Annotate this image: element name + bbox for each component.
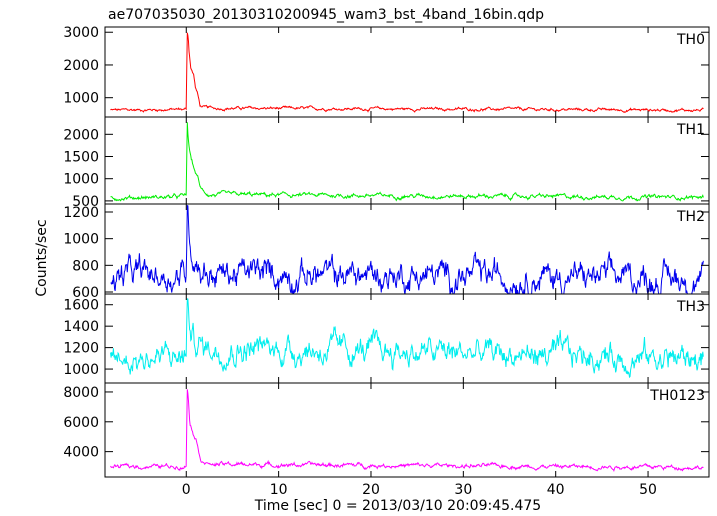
y-tick-label: 1000 (63, 232, 99, 248)
x-tick-label: 20 (362, 482, 380, 498)
y-tick-label: 600 (72, 285, 99, 301)
y-tick-label: 1000 (63, 91, 99, 107)
y-axis-label: Counts/sec (34, 219, 50, 296)
panel-label: TH2 (676, 209, 705, 225)
y-tick-label: 1000 (63, 362, 99, 378)
panel-stack: 1000 2000 3000 TH0 500 1000 1500 2000 TH1 600 800 1… (63, 25, 710, 478)
panel-label: TH0123 (649, 388, 705, 404)
panel-label: TH3 (676, 299, 705, 315)
x-tick-label: 30 (454, 482, 472, 498)
y-tick-label: 1400 (63, 319, 99, 335)
y-tick-label: 1500 (63, 150, 99, 166)
x-tick-label: 50 (639, 482, 657, 498)
y-tick-label: 500 (72, 194, 99, 210)
panel-label: TH0 (676, 32, 705, 48)
y-tick-label: 1200 (63, 205, 99, 221)
y-tick-label: 1600 (63, 298, 99, 314)
series-line-th1 (110, 122, 704, 202)
series-line-th3 (110, 298, 704, 379)
y-tick-label: 6000 (63, 415, 99, 431)
x-tick-label: 40 (547, 482, 565, 498)
series-line-th0123 (110, 389, 704, 472)
series-line-th2 (110, 204, 704, 294)
x-tick-label: 0 (182, 482, 191, 498)
y-tick-label: 4000 (63, 445, 99, 461)
x-axis-label: Time [sec] 0 = 2013/03/10 20:09:45.475 (254, 498, 541, 514)
chart-title: ae707035030_20130310200945_wam3_bst_4ban… (108, 7, 544, 23)
y-tick-label: 2000 (63, 127, 99, 143)
y-tick-label: 3000 (63, 25, 99, 41)
y-tick-label: 800 (72, 258, 99, 274)
y-tick-label: 1000 (63, 172, 99, 188)
x-axis: 0 10 20 30 40 50 (182, 482, 657, 498)
y-tick-label: 8000 (63, 385, 99, 401)
panel-frame (104, 382, 710, 478)
x-tick-label: 10 (270, 482, 288, 498)
panel-th0123: 4000 6000 8000 TH0123 (63, 382, 710, 478)
y-tick-label: 1200 (63, 341, 99, 357)
panel-label: TH1 (676, 122, 705, 138)
series-line-th0 (110, 32, 704, 113)
y-tick-label: 2000 (63, 58, 99, 74)
panel-th2: 600 800 1000 1200 TH2 (63, 203, 710, 301)
